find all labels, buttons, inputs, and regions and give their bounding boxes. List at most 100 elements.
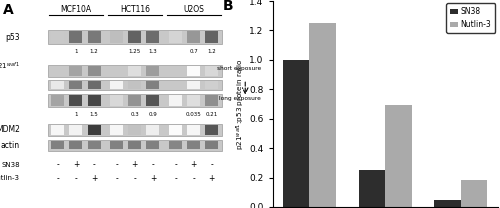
Text: MCF10A: MCF10A [60, 5, 92, 14]
Bar [70, 141, 82, 150]
Bar [110, 125, 124, 135]
Text: -: - [174, 174, 177, 183]
Text: -: - [92, 160, 96, 169]
Bar [385, 105, 411, 207]
Text: +: + [132, 160, 138, 169]
Bar [128, 81, 141, 89]
Text: -: - [116, 160, 118, 169]
Bar [110, 31, 124, 43]
Bar [434, 200, 461, 207]
Bar [206, 95, 218, 106]
Text: +: + [208, 174, 215, 183]
Bar [128, 66, 141, 76]
Bar [188, 31, 200, 43]
Bar [110, 81, 124, 89]
Text: -: - [174, 160, 177, 169]
Legend: SN38, Nutlin-3: SN38, Nutlin-3 [446, 3, 495, 33]
Text: -: - [56, 174, 59, 183]
Bar [128, 125, 141, 135]
Text: -: - [116, 174, 118, 183]
Text: -: - [152, 160, 154, 169]
Text: A: A [2, 3, 13, 17]
Text: 0.7: 0.7 [190, 50, 198, 54]
Text: Nutlin-3: Nutlin-3 [0, 175, 20, 181]
Bar [461, 181, 487, 207]
Bar [206, 141, 218, 150]
Text: -: - [210, 160, 213, 169]
Bar [188, 81, 200, 89]
Bar [70, 95, 82, 106]
Text: p21$^{waf1}$: p21$^{waf1}$ [0, 61, 20, 73]
Bar [70, 31, 82, 43]
Text: 0.3: 0.3 [130, 111, 140, 116]
Bar [48, 80, 222, 90]
Bar [169, 141, 182, 150]
Bar [128, 141, 141, 150]
Bar [206, 66, 218, 76]
Text: -: - [74, 174, 78, 183]
Bar [88, 125, 101, 135]
Text: 1.5: 1.5 [90, 111, 98, 116]
Bar [52, 95, 64, 106]
Bar [70, 66, 82, 76]
Text: short exposure: short exposure [217, 67, 261, 72]
Bar [358, 170, 385, 207]
Bar [146, 95, 160, 106]
Text: SN38: SN38 [1, 162, 20, 168]
Bar [146, 125, 160, 135]
Text: HCT116: HCT116 [120, 5, 150, 14]
Text: 1: 1 [74, 50, 78, 54]
Text: 1.2: 1.2 [90, 50, 98, 54]
Text: actin: actin [0, 141, 20, 150]
Text: U2OS: U2OS [184, 5, 204, 14]
Bar [146, 141, 160, 150]
Text: 0.9: 0.9 [148, 111, 158, 116]
Bar [169, 125, 182, 135]
Text: p53: p53 [5, 33, 20, 42]
Bar [206, 125, 218, 135]
Text: 1.25: 1.25 [129, 50, 141, 54]
Bar [310, 23, 336, 207]
Bar [283, 60, 310, 207]
Text: +: + [91, 174, 97, 183]
Text: -: - [56, 160, 59, 169]
Bar [188, 66, 200, 76]
Text: long exposure: long exposure [220, 96, 261, 101]
Bar [88, 95, 101, 106]
Bar [70, 125, 82, 135]
Bar [146, 66, 160, 76]
Bar [110, 95, 124, 106]
Bar [110, 141, 124, 150]
Y-axis label: p21$^{waf1}$:p53 protein ratio: p21$^{waf1}$:p53 protein ratio [234, 58, 246, 150]
Bar [48, 65, 222, 77]
Bar [146, 81, 160, 89]
Bar [128, 95, 141, 106]
Bar [188, 141, 200, 150]
Bar [48, 30, 222, 44]
Text: 0.21: 0.21 [206, 111, 218, 116]
Text: -: - [192, 174, 195, 183]
Bar [206, 81, 218, 89]
Bar [88, 31, 101, 43]
Bar [48, 124, 222, 136]
Bar [48, 94, 222, 107]
Text: 0.035: 0.035 [186, 111, 202, 116]
Text: -: - [134, 174, 136, 183]
Text: MDM2: MDM2 [0, 125, 20, 134]
Text: B: B [223, 0, 234, 13]
Bar [70, 81, 82, 89]
Bar [52, 81, 64, 89]
Text: +: + [150, 174, 156, 183]
Text: 1.3: 1.3 [148, 50, 158, 54]
Bar [169, 95, 182, 106]
Bar [88, 66, 101, 76]
Bar [88, 81, 101, 89]
Text: +: + [190, 160, 197, 169]
Bar [128, 31, 141, 43]
Bar [48, 140, 222, 151]
Bar [206, 31, 218, 43]
Text: 1: 1 [74, 111, 78, 116]
Bar [52, 125, 64, 135]
Bar [169, 31, 182, 43]
Bar [88, 141, 101, 150]
